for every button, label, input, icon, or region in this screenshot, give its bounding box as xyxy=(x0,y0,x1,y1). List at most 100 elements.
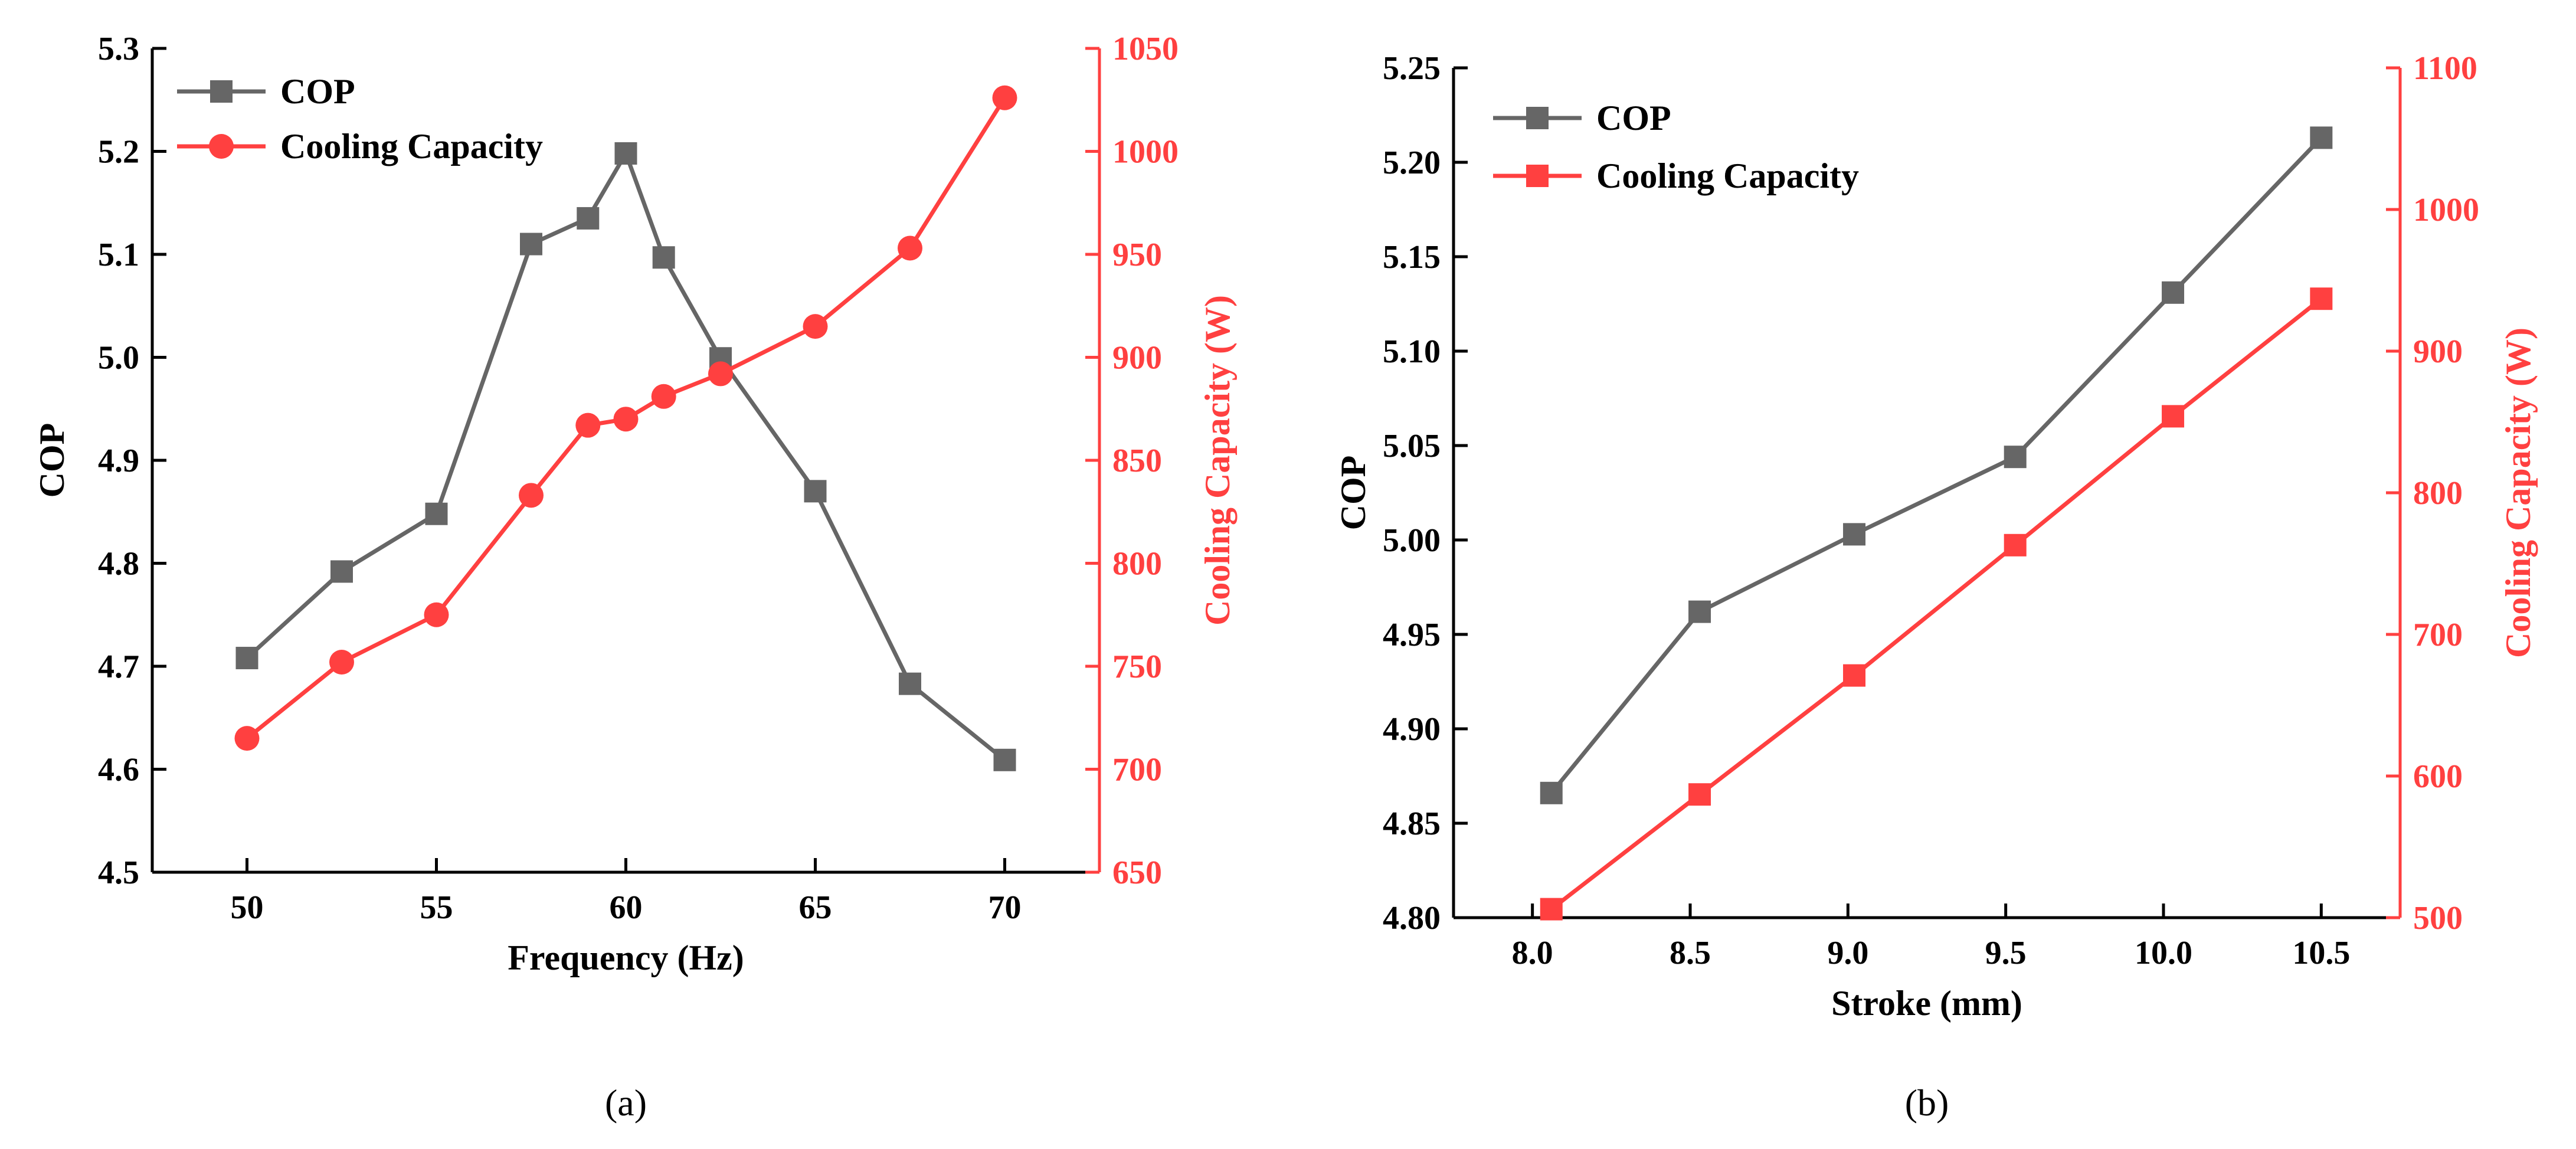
left-y-tick-label: 5.0 xyxy=(98,340,139,377)
cop-point xyxy=(425,502,448,525)
cop-point xyxy=(1540,781,1563,804)
cooling-capacity-point xyxy=(708,361,733,387)
left-y-tick-label: 4.90 xyxy=(1383,711,1441,748)
right-y-tick-label: 500 xyxy=(2413,900,2463,937)
cop-point xyxy=(235,647,258,670)
legend-label: COP xyxy=(280,72,355,111)
right-y-tick-label: 1000 xyxy=(2413,192,2479,228)
right-y-tick-label: 900 xyxy=(2413,333,2463,370)
cooling-capacity-point xyxy=(519,483,544,508)
cop-point xyxy=(577,207,600,230)
legend-entry: Cooling Capacity xyxy=(1493,156,1859,195)
legend-label: Cooling Capacity xyxy=(280,127,543,166)
right-y-tick-label: 850 xyxy=(1112,443,1162,479)
x-tick-label: 70 xyxy=(988,889,1022,926)
legend-swatch-marker xyxy=(209,134,234,159)
cooling-capacity-point xyxy=(1688,783,1711,806)
right-y-tick-label: 650 xyxy=(1112,855,1162,891)
left-y-axis-title: COP xyxy=(32,423,71,498)
cooling-capacity-series xyxy=(234,85,1017,751)
x-tick-label: 10.5 xyxy=(2292,935,2350,971)
cooling-capacity-point xyxy=(329,650,354,675)
legend-swatch-marker xyxy=(1526,165,1549,187)
x-tick-label: 65 xyxy=(799,889,832,926)
cooling-capacity-point xyxy=(651,384,676,409)
panel-caption: (a) xyxy=(605,1082,647,1124)
right-y-tick-label: 750 xyxy=(1112,649,1162,685)
cooling-capacity-point xyxy=(803,314,828,339)
cop-point xyxy=(330,560,353,583)
cop-point xyxy=(2004,446,2027,469)
right-y-tick-label: 950 xyxy=(1112,237,1162,273)
right-y-tick-label: 700 xyxy=(2413,617,2463,653)
chart-panel-a: 50 55 60 65 70 4.5 4.6 4.7 4.8 4.9 5.0 5.1 5.2 5.3 650… xyxy=(32,31,1237,1124)
cop-point xyxy=(2162,281,2185,304)
right-y-tick-label: 1100 xyxy=(2413,50,2477,87)
x-tick-label: 55 xyxy=(420,889,453,926)
left-y-tick-label: 5.10 xyxy=(1383,333,1441,370)
cooling-capacity-point xyxy=(2162,405,2185,428)
left-y-tick-label: 5.3 xyxy=(98,31,139,67)
left-y-tick-label: 4.95 xyxy=(1383,617,1441,653)
x-axis-title: Stroke (mm) xyxy=(1831,984,2022,1023)
left-y-tick-label: 4.85 xyxy=(1383,806,1441,842)
cooling-capacity-point xyxy=(575,413,601,438)
right-y-axis-title: Cooling Capacity (W) xyxy=(2499,328,2538,658)
cop-point xyxy=(804,480,827,503)
right-y-axis-title: Cooling Capacity (W) xyxy=(1198,295,1237,626)
right-y-tick-label: 1000 xyxy=(1112,134,1179,171)
right-y-tick-label: 600 xyxy=(2413,758,2463,795)
cooling-capacity-point xyxy=(2310,287,2333,310)
right-y-tick-label: 800 xyxy=(1112,546,1162,582)
panel-caption: (b) xyxy=(1905,1082,1949,1124)
cop-point xyxy=(614,142,637,165)
legend-entry: COP xyxy=(1493,99,1671,138)
right-y-tick-label: 700 xyxy=(1112,752,1162,788)
cop-point xyxy=(1843,523,1866,546)
cooling-capacity-point xyxy=(234,726,260,751)
cooling-capacity-point xyxy=(613,407,639,432)
right-y-tick-label: 900 xyxy=(1112,340,1162,377)
cop-point xyxy=(899,672,921,695)
x-tick-label: 10.0 xyxy=(2135,935,2192,971)
cop-series xyxy=(1540,126,2333,804)
left-y-tick-label: 5.15 xyxy=(1383,239,1441,276)
left-y-tick-label: 4.6 xyxy=(98,752,139,788)
cop-series xyxy=(235,142,1016,771)
x-axis-title: Frequency (Hz) xyxy=(508,938,744,977)
x-tick-label: 8.5 xyxy=(1670,935,1711,971)
legend-label: COP xyxy=(1596,99,1671,138)
left-y-tick-label: 5.05 xyxy=(1383,428,1441,464)
x-tick-label: 60 xyxy=(610,889,643,926)
left-y-tick-label: 4.9 xyxy=(98,443,139,479)
left-y-tick-label: 5.1 xyxy=(98,237,139,273)
left-y-tick-label: 5.2 xyxy=(98,134,139,171)
x-tick-label: 9.5 xyxy=(1985,935,2027,971)
left-y-tick-label: 4.7 xyxy=(98,649,139,685)
x-tick-label: 9.0 xyxy=(1827,935,1868,971)
chart-panel-b: 8.0 8.5 9.0 9.5 10.0 10.5 4.80 4.85 4.90 4.95 5.00… xyxy=(1334,50,2538,1124)
cooling-capacity-line xyxy=(1550,297,2323,911)
cooling-capacity-series xyxy=(1540,287,2333,921)
cooling-capacity-point xyxy=(424,602,449,627)
legend-entry: COP xyxy=(177,72,355,111)
legend-swatch-marker xyxy=(1526,107,1549,129)
cop-line xyxy=(246,151,1006,762)
cop-point xyxy=(1688,600,1711,623)
cop-line xyxy=(1550,136,2323,795)
x-tick-label: 50 xyxy=(231,889,264,926)
left-y-tick-label: 4.5 xyxy=(98,855,139,891)
cooling-capacity-point xyxy=(898,235,922,261)
right-y-tick-label: 1050 xyxy=(1112,31,1179,67)
cop-point xyxy=(520,233,542,256)
left-y-tick-label: 5.25 xyxy=(1383,50,1441,87)
legend-swatch-marker xyxy=(210,80,233,103)
cooling-capacity-point xyxy=(2004,533,2027,557)
legend-entry: Cooling Capacity xyxy=(177,127,543,166)
left-y-tick-label: 5.20 xyxy=(1383,145,1441,181)
left-y-tick-label: 5.00 xyxy=(1383,522,1441,559)
left-y-tick-label: 4.8 xyxy=(98,546,139,582)
cop-point xyxy=(652,246,675,269)
x-tick-label: 8.0 xyxy=(1512,935,1553,971)
